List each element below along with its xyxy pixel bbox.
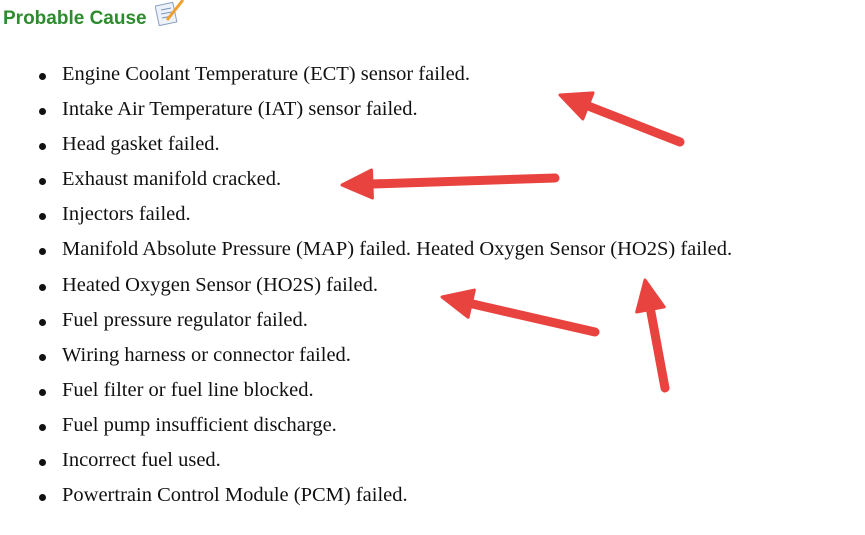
cause-list-item: Head gasket failed.: [0, 127, 732, 162]
cause-list-item: Fuel pump insufficient discharge.: [0, 408, 732, 443]
cause-list-item: Injectors failed.: [0, 197, 732, 232]
cause-list-item: Manifold Absolute Pressure (MAP) failed.…: [0, 232, 732, 267]
notepad-pencil-icon: [154, 0, 184, 26]
cause-list-item: Engine Coolant Temperature (ECT) sensor …: [0, 57, 732, 92]
cause-list-item: Exhaust manifold cracked.: [0, 162, 732, 197]
cause-list-item: Fuel filter or fuel line blocked.: [0, 373, 732, 408]
cause-list-item: Heated Oxygen Sensor (HO2S) failed.: [0, 268, 732, 303]
section-heading: Probable Cause: [3, 0, 185, 30]
cause-list-item: Wiring harness or connector failed.: [0, 338, 732, 373]
cause-list-item: Intake Air Temperature (IAT) sensor fail…: [0, 92, 732, 127]
cause-list-item: Fuel pressure regulator failed.: [0, 303, 732, 338]
cause-list-item: Incorrect fuel used.: [0, 443, 732, 478]
probable-cause-list: Engine Coolant Temperature (ECT) sensor …: [0, 57, 732, 513]
cause-list-item: Powertrain Control Module (PCM) failed.: [0, 478, 732, 513]
heading-title: Probable Cause: [3, 8, 147, 29]
